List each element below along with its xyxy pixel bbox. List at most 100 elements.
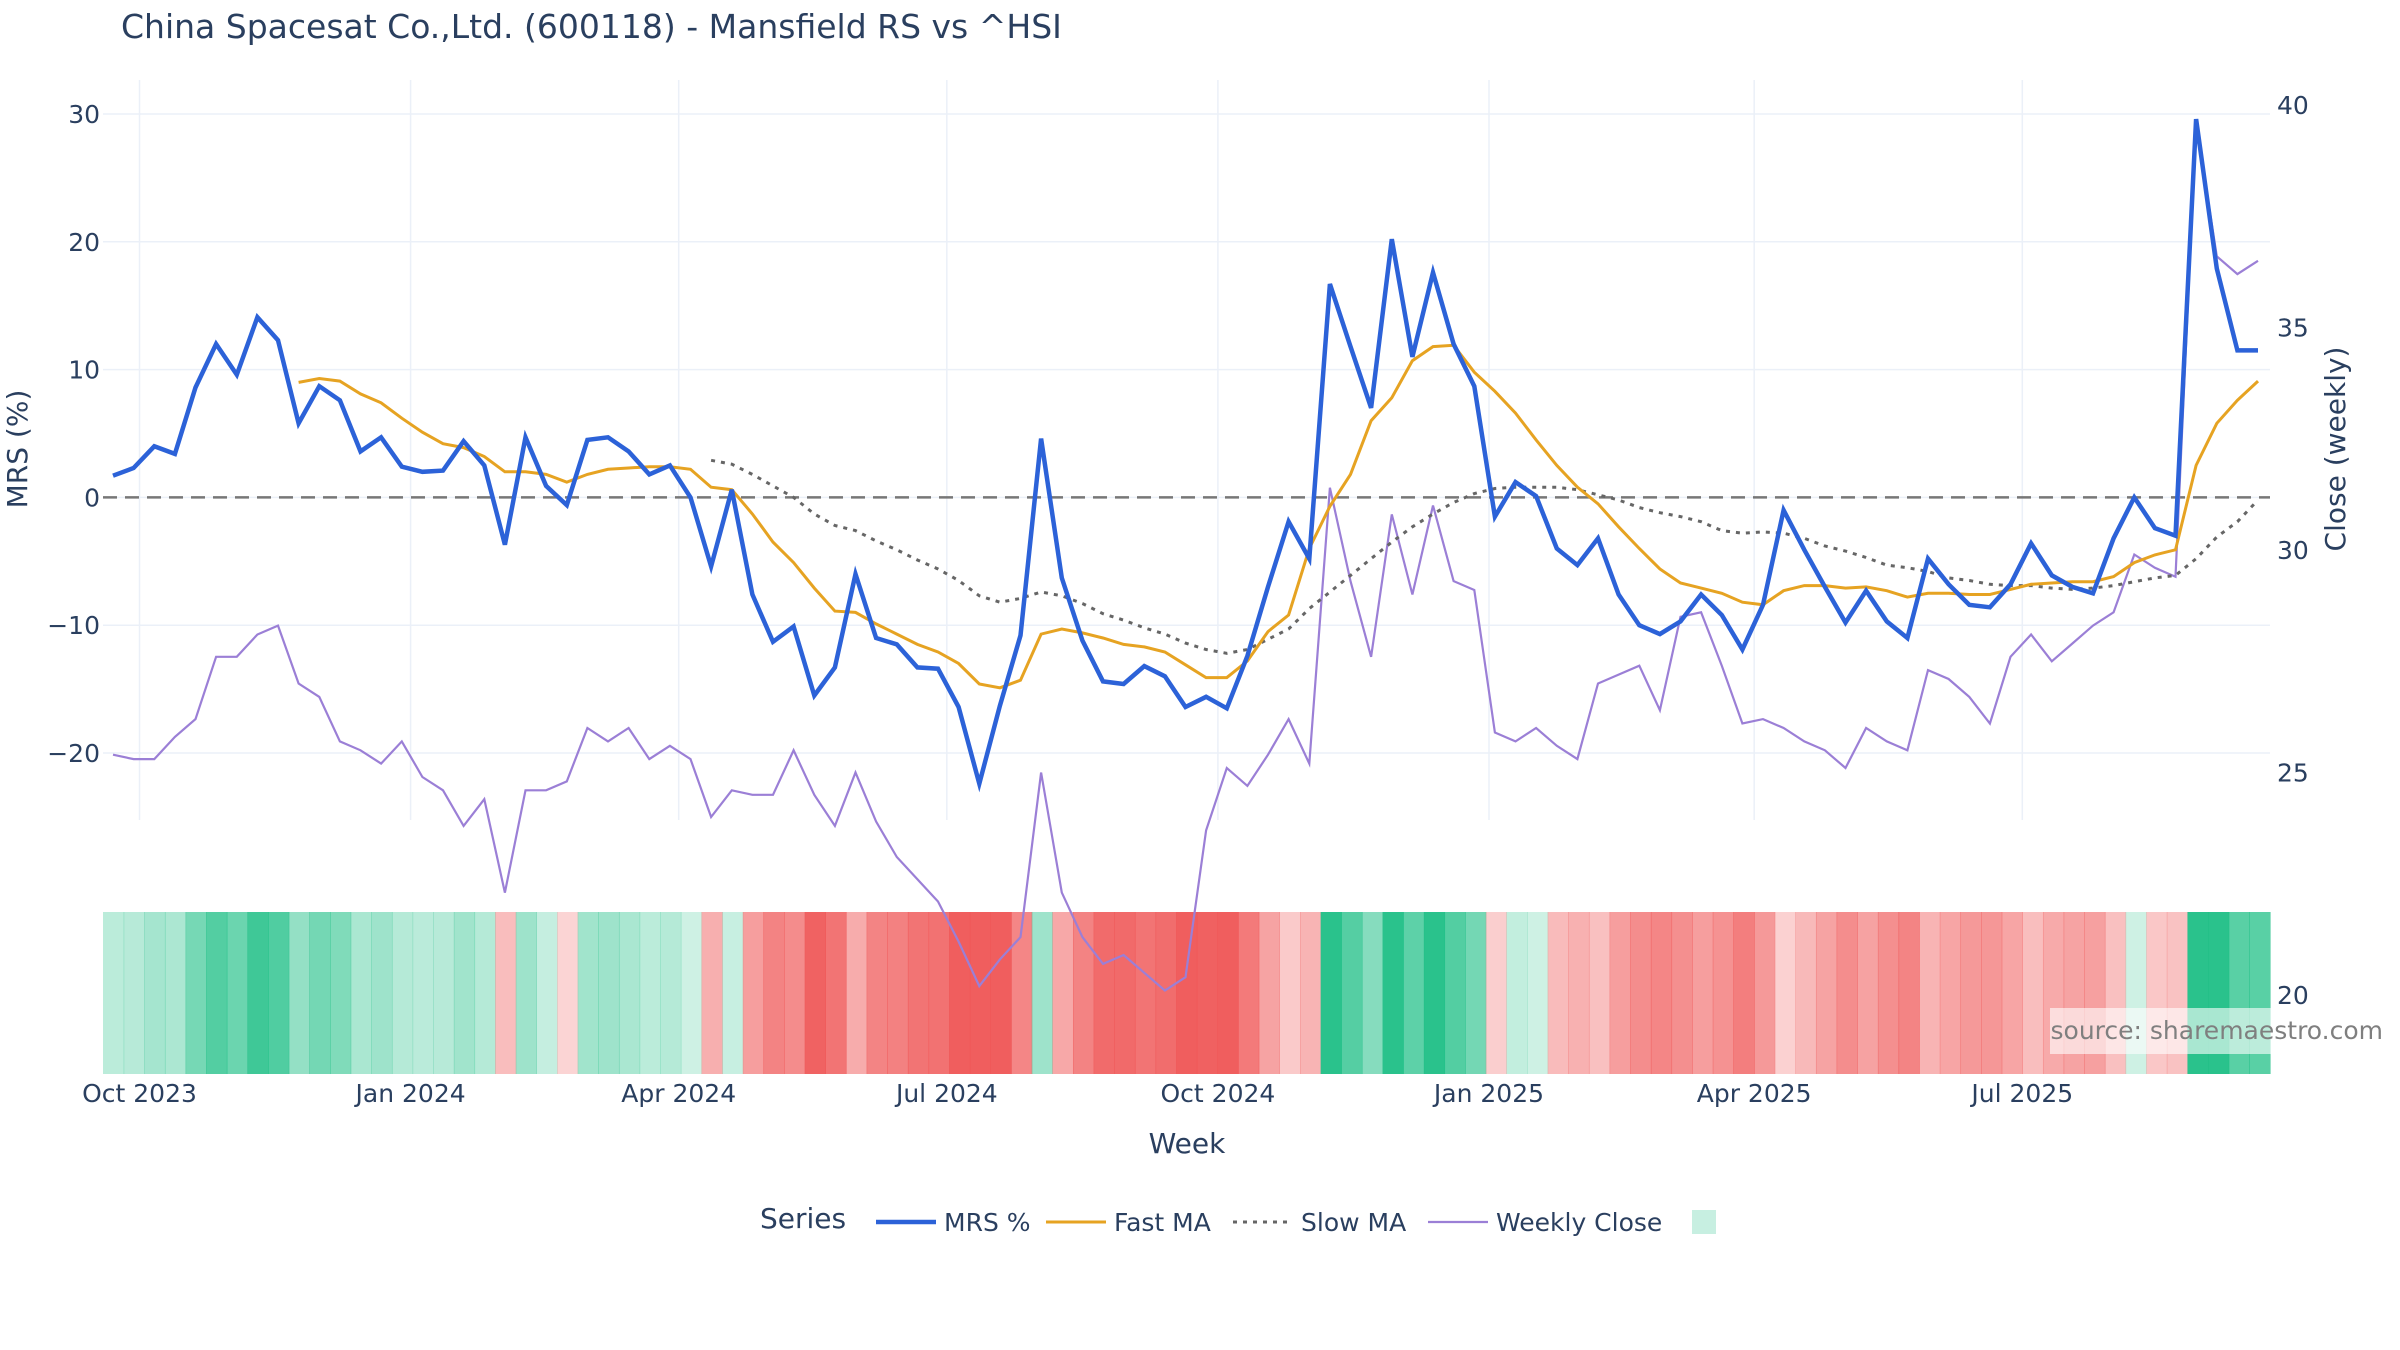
strip-cell xyxy=(804,912,826,1074)
strip-cell xyxy=(825,912,847,1074)
strip-cell xyxy=(866,912,888,1074)
strip-cell xyxy=(1341,912,1363,1074)
strip-cell xyxy=(433,912,455,1074)
y-tick-label: −20 xyxy=(47,739,100,768)
strip-cell xyxy=(1712,912,1735,1074)
strip-cell xyxy=(515,912,537,1074)
strip-cell xyxy=(1939,912,1962,1074)
strip-cell xyxy=(949,912,971,1074)
x-tick-label: Oct 2024 xyxy=(1161,1079,1276,1108)
series-mrs xyxy=(112,118,2258,793)
strip-cell xyxy=(887,912,909,1074)
chart-title: China Spacesat Co.,Ltd. (600118) - Mansf… xyxy=(121,7,1062,46)
strip-cell xyxy=(1609,912,1631,1074)
strip-cell xyxy=(495,912,517,1074)
y2-tick-label: 35 xyxy=(2277,314,2309,343)
strip-cell xyxy=(1506,912,1528,1074)
strip-cell xyxy=(1300,912,1322,1074)
strip-cell xyxy=(907,912,930,1074)
strip-cell xyxy=(1031,912,1053,1074)
strip-cell xyxy=(701,912,723,1074)
strip-cell xyxy=(1877,912,1900,1074)
y-axis-title: MRS (%) xyxy=(1,390,34,509)
x-axis-ticks: Oct 2023 Jan 2024 Apr 2024 Jul 2024 Oct 2024… xyxy=(82,1079,2073,1108)
strip-cell xyxy=(536,912,558,1074)
strip-cell xyxy=(1093,912,1115,1074)
y2-tick-label: 30 xyxy=(2277,536,2309,565)
strip-cell xyxy=(226,912,249,1074)
y2-tick-label: 40 xyxy=(2277,91,2309,120)
strip-cell xyxy=(618,912,641,1074)
series-lines xyxy=(112,118,2260,992)
strip-cell xyxy=(1836,912,1858,1074)
legend-label: MRS % xyxy=(944,1208,1031,1237)
y2-tick-label: 20 xyxy=(2277,981,2309,1010)
strip-cell xyxy=(1155,912,1177,1074)
strip-cell xyxy=(557,912,579,1074)
strip-cell xyxy=(2001,912,2023,1074)
strip-cell xyxy=(990,912,1012,1074)
strip-cell xyxy=(722,912,744,1074)
x-tick-label: Apr 2024 xyxy=(621,1079,736,1108)
legend-label: Slow MA xyxy=(1301,1208,1406,1237)
strip-cell xyxy=(1444,912,1466,1074)
strip-cell xyxy=(680,912,703,1074)
strip-cell xyxy=(1403,912,1425,1074)
strip-cell xyxy=(1176,912,1198,1074)
strip-cell xyxy=(1196,912,1219,1074)
strip-cell xyxy=(474,912,496,1074)
strip-cell xyxy=(1423,912,1446,1074)
strip-cell xyxy=(969,912,992,1074)
strip-cell xyxy=(1134,912,1157,1074)
y2-axis-title: Close (weekly) xyxy=(2319,347,2352,552)
strip-cell xyxy=(742,912,765,1074)
strip-cell xyxy=(1857,912,1879,1074)
x-tick-label: Jul 2024 xyxy=(894,1079,998,1108)
strip-cell xyxy=(1630,912,1652,1074)
series-fast-ma xyxy=(298,343,2260,690)
strip-cell xyxy=(288,912,310,1074)
strip-cell xyxy=(1692,912,1714,1074)
x-axis-title: Week xyxy=(1149,1127,1226,1160)
strip-cell xyxy=(639,912,661,1074)
strip-cell xyxy=(1733,912,1755,1074)
strip-cell xyxy=(1258,912,1280,1074)
strip-cell xyxy=(1815,912,1838,1074)
strip-cell xyxy=(185,912,207,1074)
strip-cell xyxy=(350,912,372,1074)
strip-cell xyxy=(103,912,125,1074)
y-axis-ticks: −20 −10 0 10 20 30 xyxy=(47,100,100,768)
y2-tick-label: 25 xyxy=(2277,759,2309,788)
strip-cell xyxy=(330,912,352,1074)
strip-cell xyxy=(1981,912,2003,1074)
strip-cell xyxy=(1320,912,1342,1074)
strip-cell xyxy=(1382,912,1404,1074)
strip-cell xyxy=(1217,912,1239,1074)
y-tick-label: 10 xyxy=(68,356,100,385)
strip-cell xyxy=(1960,912,1982,1074)
legend-title: Series xyxy=(760,1202,846,1235)
heatmap-strip xyxy=(103,912,2271,1074)
strip-cell xyxy=(1527,912,1549,1074)
series-slow-ma xyxy=(710,458,2260,655)
strip-cell xyxy=(453,912,476,1074)
legend-label: Fast MA xyxy=(1114,1208,1211,1237)
strip-cell xyxy=(206,912,228,1074)
strip-cell xyxy=(391,912,414,1074)
strip-cell xyxy=(845,912,868,1074)
strip-cell xyxy=(247,912,269,1074)
strip-cell xyxy=(1485,912,1507,1074)
strip-cell xyxy=(1011,912,1033,1074)
strip-cell xyxy=(1547,912,1569,1074)
strip-cell xyxy=(1072,912,1095,1074)
strip-cell xyxy=(1568,912,1590,1074)
legend-label: Weekly Close xyxy=(1496,1208,1662,1237)
strip-cell xyxy=(1754,912,1776,1074)
strip-cell xyxy=(309,912,331,1074)
y2-axis-ticks: 20 25 30 35 40 xyxy=(2277,91,2309,1010)
strip-cell xyxy=(1650,912,1673,1074)
x-tick-label: Jul 2025 xyxy=(1969,1079,2073,1108)
y-tick-label: 30 xyxy=(68,100,100,129)
strip-cell xyxy=(1114,912,1136,1074)
